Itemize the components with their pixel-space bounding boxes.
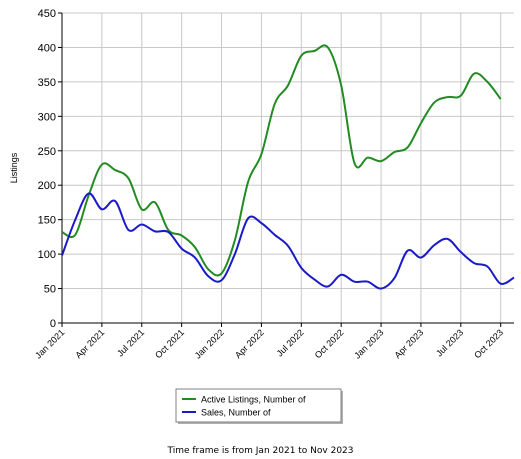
x-tick-label: Oct 2021 [153, 327, 186, 360]
legend-label: Sales, Number of [201, 408, 271, 418]
y-tick-label: 50 [44, 284, 56, 296]
x-tick-label: Jul 2022 [275, 327, 306, 358]
x-tick-label: Jul 2021 [115, 327, 146, 358]
x-tick-label: Jul 2023 [434, 327, 465, 358]
x-tick-label: Oct 2022 [313, 327, 346, 360]
y-tick-label: 250 [38, 146, 56, 158]
x-tick-label: Oct 2023 [472, 327, 505, 360]
x-tick-label: Jan 2023 [352, 327, 385, 360]
y-tick-label: 0 [50, 318, 56, 330]
y-tick-label: 400 [38, 42, 56, 54]
y-tick-label: 100 [38, 249, 56, 261]
time-frame-footnote: Time frame is from Jan 2021 to Nov 2023 [167, 446, 354, 456]
y-axis-label: Listings [9, 152, 19, 183]
x-tick-label: Jan 2022 [193, 327, 226, 360]
x-tick-label: Jan 2021 [33, 327, 66, 360]
y-tick-label: 200 [38, 180, 56, 192]
y-tick-label: 300 [38, 111, 56, 123]
x-tick-label: Apr 2023 [392, 327, 425, 360]
y-tick-label: 450 [38, 8, 56, 20]
series-line-active-listings [61, 44, 502, 277]
x-tick-label: Apr 2021 [73, 327, 106, 360]
legend [175, 388, 342, 423]
y-tick-label: 350 [38, 77, 56, 89]
legend-label: Active Listings, Number of [201, 395, 306, 405]
plot-area [62, 13, 514, 323]
series-line-sales [61, 192, 515, 290]
x-tick-label: Apr 2022 [233, 327, 266, 360]
y-tick-label: 150 [38, 215, 56, 227]
